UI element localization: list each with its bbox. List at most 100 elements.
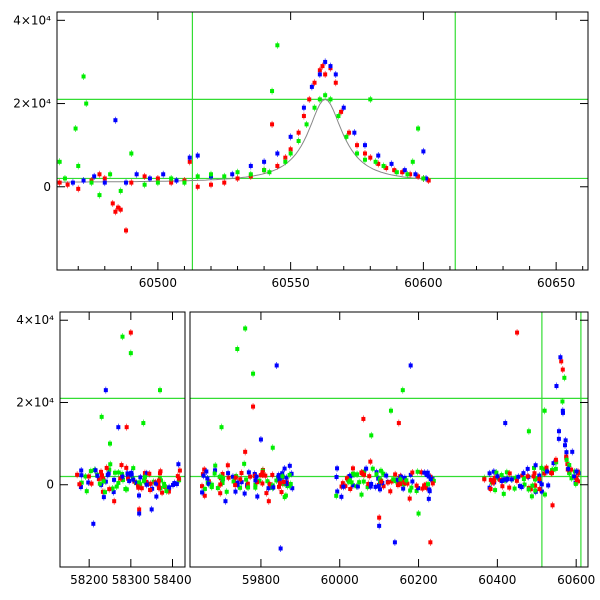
bottom-point-season3-54 xyxy=(492,478,497,483)
top-point-s0-28 xyxy=(301,114,306,119)
bottom-outlier-s2-16 xyxy=(542,408,547,413)
bottom-point-season2-105 xyxy=(393,472,398,477)
bottom-point-season3-30 xyxy=(542,471,547,476)
bottom-point-season1-49 xyxy=(266,486,271,491)
top-point-s1-22 xyxy=(328,64,333,69)
bottom-point-season1-107 xyxy=(246,485,251,490)
bottom-point-season3-25 xyxy=(563,438,568,443)
bottom-point-season2-59 xyxy=(378,468,383,473)
bottom-point-season3-89 xyxy=(533,477,538,482)
bottom-point-season3-79 xyxy=(516,474,521,479)
bottom-point-season0-36 xyxy=(101,476,106,481)
bottom-point-season3-41 xyxy=(513,475,518,480)
top-point-s0-41 xyxy=(376,161,381,166)
top-point-s1-14 xyxy=(248,163,253,168)
bottom-point-season0-40 xyxy=(134,481,139,486)
bottom-point-season3-33 xyxy=(564,454,569,459)
bottom-outlier-s2-11 xyxy=(369,433,374,438)
top-point-s0-0 xyxy=(57,180,62,185)
bottom-point-season2-106 xyxy=(377,487,382,492)
bottom-outlier-s0-1 xyxy=(124,425,129,430)
top-point-s1-31 xyxy=(421,149,426,154)
bottom-point-season2-81 xyxy=(367,474,372,479)
bottom-point-season2-69 xyxy=(368,459,373,464)
bottom-point-season1-94 xyxy=(284,480,289,485)
bottom-point-season2-102 xyxy=(359,470,364,475)
bottom-point-season0-69 xyxy=(176,476,181,481)
bottom-point-season3-66 xyxy=(507,485,512,490)
bottom-outlier-s0-4 xyxy=(243,449,248,454)
bottom-point-season1-42 xyxy=(245,481,250,486)
top-point-s2-17 xyxy=(222,174,227,179)
bottom-point-season3-85 xyxy=(560,408,565,413)
bottom-point-season3-37 xyxy=(502,477,507,482)
top-point-s1-21 xyxy=(323,59,328,64)
top-point-s0-46 xyxy=(416,174,421,179)
bottom-point-season3-13 xyxy=(572,474,577,479)
top-xtick-label-0: 60500 xyxy=(139,276,177,290)
top-xtick-label-2: 60600 xyxy=(404,276,442,290)
bottom-point-season2-28 xyxy=(350,483,355,488)
bottom-point-season1-79 xyxy=(233,489,238,494)
bottom-point-season3-107 xyxy=(493,488,498,493)
top-point-s2-42 xyxy=(416,126,421,131)
bottom-point-season0-72 xyxy=(136,483,141,488)
bottom-point-season1-43 xyxy=(230,474,235,479)
bottom-point-season0-37 xyxy=(129,470,134,475)
bottom-point-season2-62 xyxy=(431,478,436,483)
bottom-point-season0-33 xyxy=(148,481,153,486)
bottom-point-season1-76 xyxy=(235,482,240,487)
bottom-point-season0-74 xyxy=(162,484,167,489)
bottom-point-season3-34 xyxy=(487,471,492,476)
top-ytick-label-0: 0 xyxy=(43,180,51,194)
bottom-point-season1-77 xyxy=(287,472,292,477)
bottom-point-season0-6 xyxy=(160,490,165,495)
top-point-s0-25 xyxy=(283,155,288,160)
bottom-outlier-s1-13 xyxy=(554,384,559,389)
bottom-point-season0-73 xyxy=(101,495,106,500)
bottom-outlier-s0-12 xyxy=(550,503,555,508)
bottom-point-season3-97 xyxy=(495,474,500,479)
bottom-point-season2-39 xyxy=(422,483,427,488)
bottom-point-season0-105 xyxy=(77,482,82,487)
bottom-point-season2-16 xyxy=(401,486,406,491)
bottom-point-season2-92 xyxy=(391,477,396,482)
bottom-point-season0-1 xyxy=(144,471,149,476)
bottom-point-season0-51 xyxy=(147,471,152,476)
top-point-s1-8 xyxy=(161,172,166,177)
bottom-point-season2-54 xyxy=(405,481,410,486)
bottom-point-season2-22 xyxy=(384,473,389,478)
bottom-outlier-s1-7 xyxy=(278,546,283,551)
bottom-point-season1-65 xyxy=(215,486,220,491)
top-point-s1-28 xyxy=(389,161,394,166)
bottom-point-season0-16 xyxy=(125,471,130,476)
bottom-point-season0-102 xyxy=(118,476,123,481)
top-point-s2-37 xyxy=(373,159,378,164)
bottom-point-season2-79 xyxy=(341,484,346,489)
top-point-s0-43 xyxy=(392,168,397,173)
bottom-point-season2-57 xyxy=(381,484,386,489)
top-point-s2-38 xyxy=(381,163,386,168)
bottom-point-season1-27 xyxy=(202,467,207,472)
bottom-point-season0-94 xyxy=(154,481,159,486)
bottom-outlier-s2-6 xyxy=(243,326,248,331)
bottom-point-season3-102 xyxy=(549,471,554,476)
top-point-s2-19 xyxy=(248,172,253,177)
bottom-point-season2-15 xyxy=(424,485,429,490)
bottom-outlier-s0-2 xyxy=(112,499,117,504)
bottom-point-season2-56 xyxy=(415,469,420,474)
bottom-outlier-s1-14 xyxy=(558,355,563,360)
top-point-s0-29 xyxy=(307,97,312,102)
top-point-s0-31 xyxy=(317,68,322,73)
bottom-point-season1-8 xyxy=(242,461,247,466)
bottom-point-season1-84 xyxy=(218,482,223,487)
bottom-point-season1-64 xyxy=(255,494,260,499)
bottom-outlier-s0-8 xyxy=(377,515,382,520)
top-point-s1-5 xyxy=(124,180,129,185)
bottom-point-season3-48 xyxy=(482,477,487,482)
bottom-point-season3-83 xyxy=(564,457,569,462)
bottom-point-season0-13 xyxy=(103,479,108,484)
top-point-s2-43 xyxy=(421,176,426,181)
bottom-point-season3-98 xyxy=(573,481,578,486)
bottom-point-season3-74 xyxy=(550,468,555,473)
